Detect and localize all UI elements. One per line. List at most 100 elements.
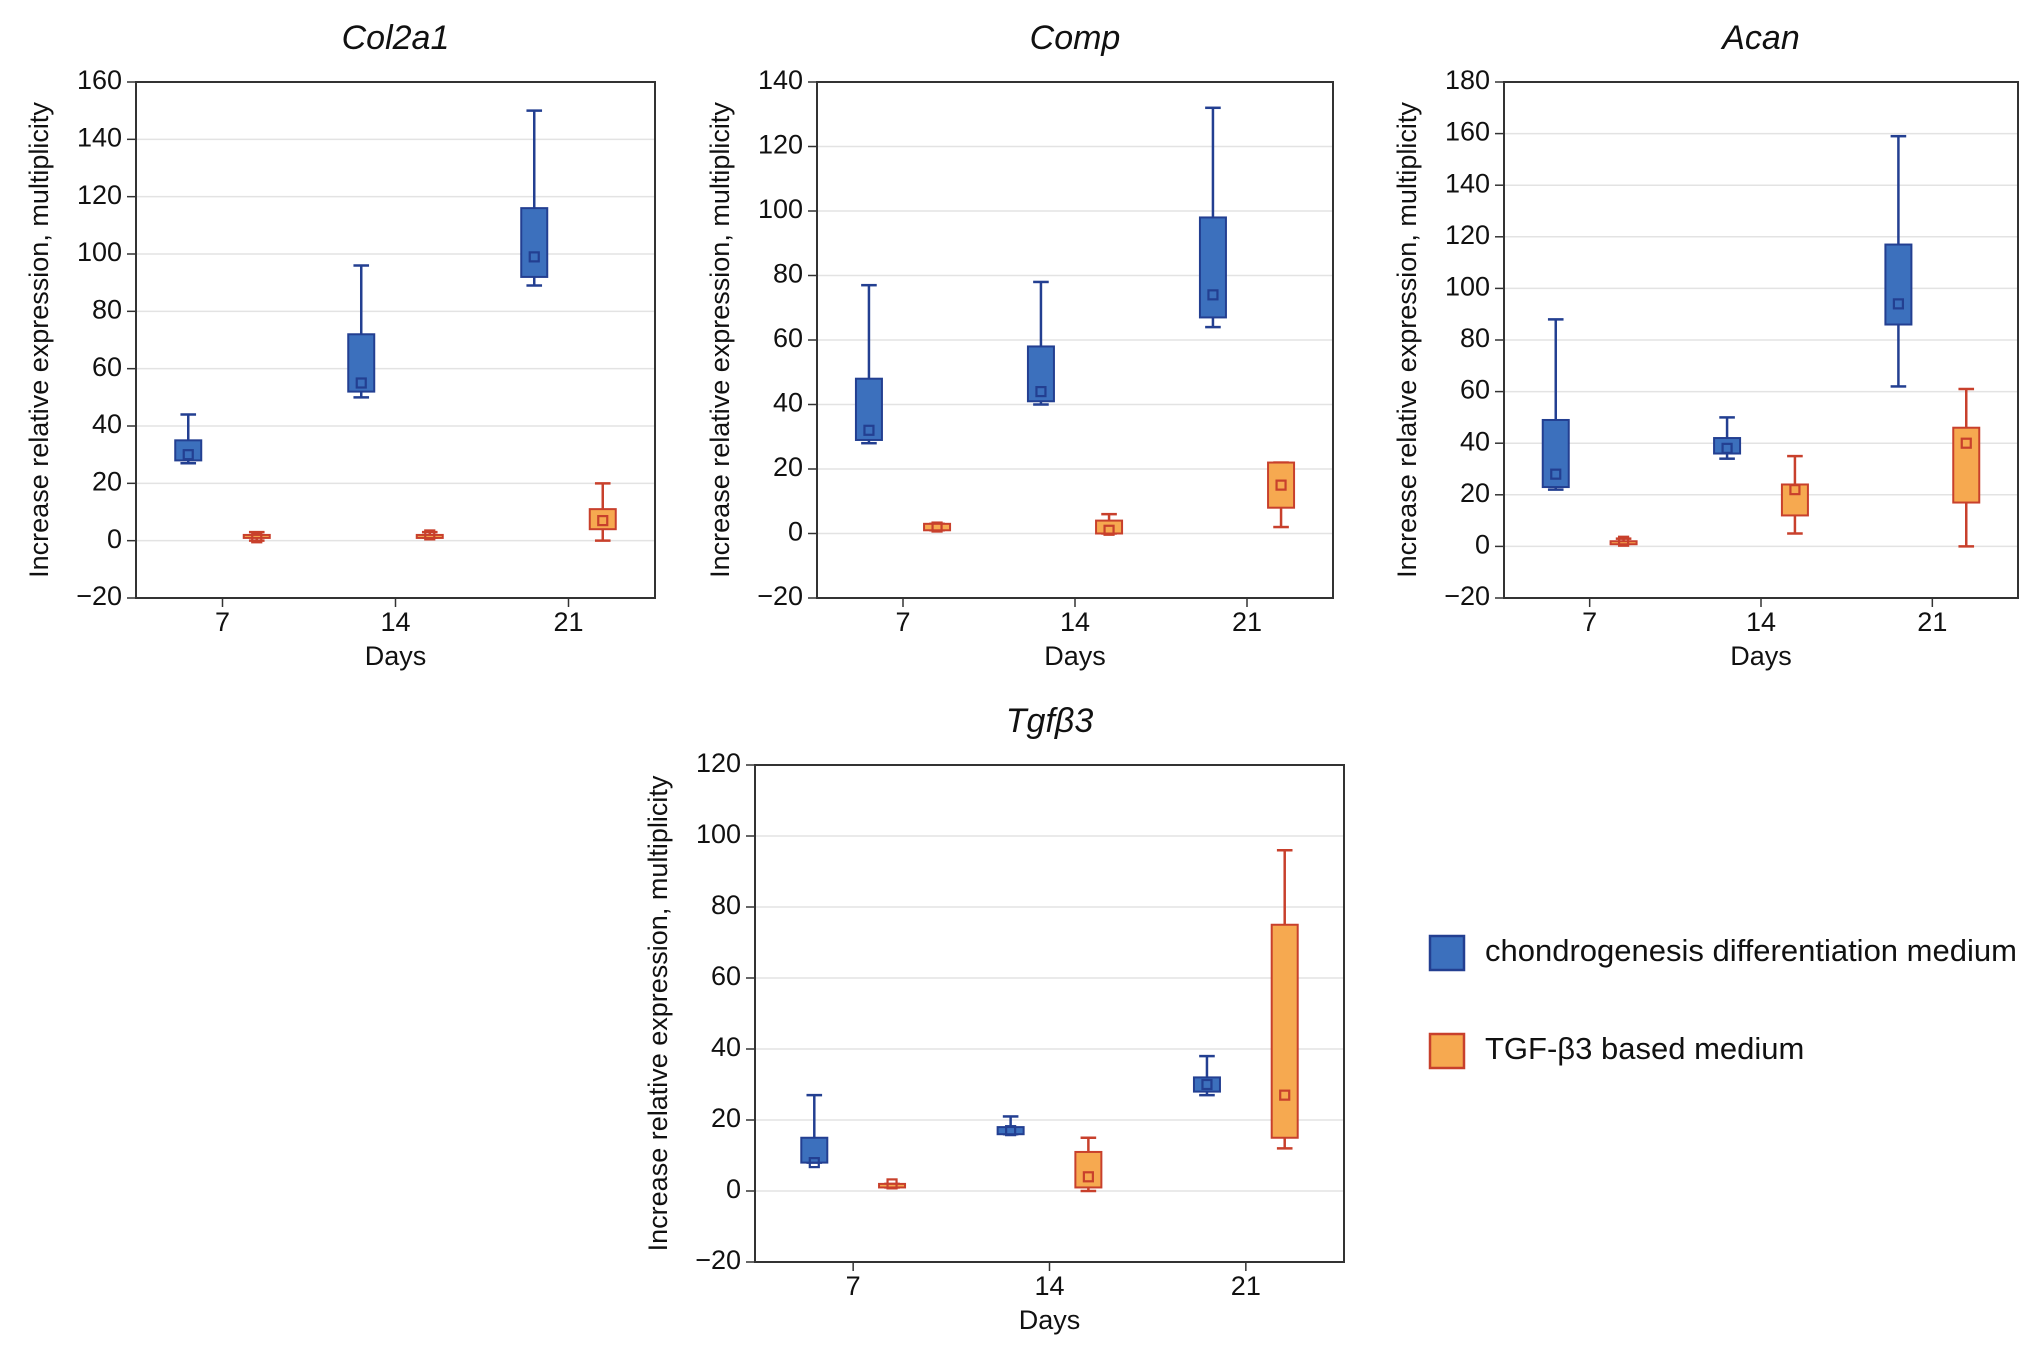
y-axis-label: Increase relative expression, multiplici… bbox=[24, 102, 54, 578]
chart-title: Acan bbox=[1720, 19, 1800, 57]
chart: Col2a1 −20 0 20 40 60 80 100 120 140 160 7 14 21 Days I… bbox=[24, 19, 656, 671]
box bbox=[347, 333, 376, 393]
median-marker bbox=[424, 529, 436, 541]
y-tick-label: 60 bbox=[1460, 375, 1490, 405]
box bbox=[1780, 483, 1809, 517]
median-marker bbox=[1035, 386, 1047, 398]
median-marker bbox=[931, 521, 943, 533]
y-tick-label: 120 bbox=[758, 130, 803, 160]
x-axis-label: Days bbox=[365, 641, 427, 671]
median-marker bbox=[863, 424, 875, 436]
plot-frame bbox=[816, 81, 1334, 599]
median-marker bbox=[1279, 1089, 1291, 1101]
y-tick-label: 20 bbox=[1460, 478, 1490, 508]
legend-label: chondrogenesis differentiation medium bbox=[1485, 933, 2017, 968]
y-tick-label: 40 bbox=[1460, 426, 1490, 456]
median-marker bbox=[1550, 468, 1562, 480]
y-tick-label: 120 bbox=[77, 180, 122, 210]
plot-frame bbox=[754, 764, 1345, 1263]
box bbox=[1713, 437, 1742, 455]
y-tick-label: 80 bbox=[773, 259, 803, 289]
x-tick-label: 21 bbox=[1231, 1271, 1261, 1301]
y-tick-label: 20 bbox=[711, 1103, 741, 1133]
box bbox=[1192, 1076, 1221, 1093]
box bbox=[1198, 216, 1227, 319]
box bbox=[1884, 243, 1913, 326]
box bbox=[878, 1182, 907, 1189]
box bbox=[588, 508, 617, 531]
median-marker bbox=[1275, 479, 1287, 491]
median-marker bbox=[886, 1178, 898, 1190]
box bbox=[242, 533, 271, 539]
y-tick-label: −20 bbox=[76, 581, 122, 611]
y-tick-label: 160 bbox=[77, 65, 122, 95]
y-tick-label: 80 bbox=[711, 890, 741, 920]
x-tick-label: 7 bbox=[895, 607, 910, 637]
legend-swatch bbox=[1428, 934, 1466, 972]
y-tick-label: 100 bbox=[1445, 272, 1490, 302]
x-tick-label: 7 bbox=[846, 1271, 861, 1301]
y-axis-label: Increase relative expression, multiplici… bbox=[1392, 102, 1422, 578]
median-marker bbox=[182, 449, 194, 461]
y-tick-label: 20 bbox=[92, 466, 122, 496]
y-tick-label: 100 bbox=[77, 237, 122, 267]
x-tick-label: 14 bbox=[1060, 607, 1090, 637]
x-axis-label: Days bbox=[1019, 1305, 1081, 1335]
y-tick-label: 180 bbox=[1445, 65, 1490, 95]
y-tick-label: 120 bbox=[696, 748, 741, 778]
legend-swatch bbox=[1428, 1032, 1466, 1070]
y-tick-label: 0 bbox=[1475, 530, 1490, 560]
chart: Tgfβ3 −20 0 20 40 60 80 100 120 7 14 21 Days Increase… bbox=[643, 702, 1345, 1335]
chart-title: Col2a1 bbox=[342, 19, 450, 57]
y-tick-label: 40 bbox=[711, 1032, 741, 1062]
x-tick-label: 21 bbox=[553, 607, 583, 637]
x-tick-label: 14 bbox=[1034, 1271, 1064, 1301]
chart: Comp −20 0 20 40 60 80 100 120 140 7 14 21 Days Increa… bbox=[705, 19, 1334, 671]
chart-title: Tgfβ3 bbox=[1006, 702, 1094, 740]
box bbox=[1095, 519, 1124, 535]
box bbox=[996, 1126, 1025, 1136]
y-tick-label: 60 bbox=[92, 352, 122, 382]
median-marker bbox=[1201, 1078, 1213, 1091]
median-marker bbox=[1960, 437, 1972, 449]
median-marker bbox=[1103, 524, 1115, 536]
y-tick-label: 40 bbox=[773, 388, 803, 418]
median-marker bbox=[251, 532, 263, 544]
x-tick-label: 7 bbox=[1582, 607, 1597, 637]
median-marker bbox=[1617, 535, 1630, 547]
x-tick-label: 14 bbox=[1746, 607, 1776, 637]
y-tick-label: −20 bbox=[695, 1245, 741, 1275]
y-tick-label: 140 bbox=[77, 122, 122, 152]
box bbox=[1267, 461, 1296, 509]
y-axis-label: Increase relative expression, multiplici… bbox=[643, 775, 673, 1251]
x-tick-label: 21 bbox=[1917, 607, 1947, 637]
median-marker bbox=[1005, 1125, 1017, 1137]
y-tick-label: 20 bbox=[773, 452, 803, 482]
median-marker bbox=[1721, 442, 1733, 454]
plot-frame bbox=[135, 81, 656, 599]
x-axis-label: Days bbox=[1044, 641, 1106, 671]
median-marker bbox=[355, 377, 367, 389]
x-tick-label: 7 bbox=[215, 607, 230, 637]
box bbox=[1952, 426, 1981, 504]
median-marker bbox=[1207, 289, 1219, 301]
box bbox=[1026, 345, 1055, 403]
x-axis-label: Days bbox=[1730, 641, 1792, 671]
x-tick-label: 14 bbox=[380, 607, 410, 637]
y-tick-label: 0 bbox=[788, 517, 803, 547]
y-tick-label: 80 bbox=[92, 294, 122, 324]
y-tick-label: 100 bbox=[696, 819, 741, 849]
median-marker bbox=[808, 1156, 820, 1169]
box bbox=[1270, 923, 1299, 1139]
y-tick-label: 140 bbox=[1445, 168, 1490, 198]
y-tick-label: 60 bbox=[711, 961, 741, 991]
legend: chondrogenesis differentiation medium TGF… bbox=[1428, 933, 2017, 1070]
box bbox=[1609, 540, 1638, 546]
chart-title: Comp bbox=[1030, 19, 1121, 57]
median-marker bbox=[1082, 1171, 1094, 1183]
median-marker bbox=[597, 514, 609, 527]
y-tick-label: 40 bbox=[92, 409, 122, 439]
y-tick-label: 140 bbox=[758, 65, 803, 95]
